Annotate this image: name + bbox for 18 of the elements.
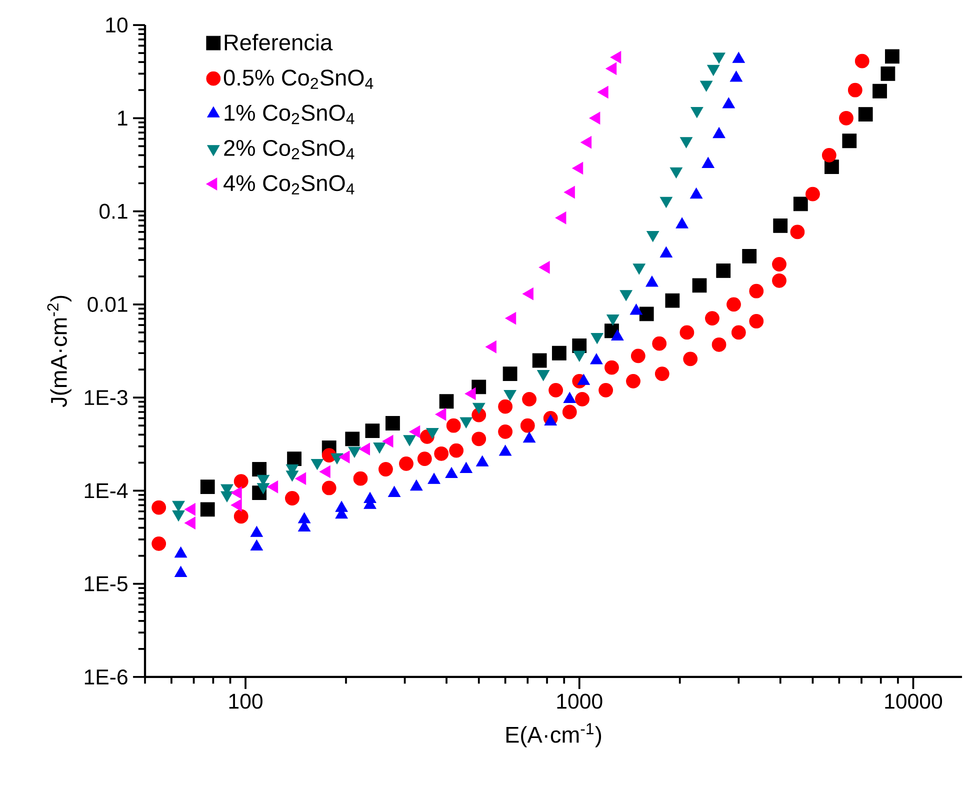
legend-label: 0.5% Co$_{2}$SnO$_{4}$ — [224, 70, 374, 89]
x-axis-title: E(A·cm$^{-1}$) — [506, 723, 602, 748]
y-tick-label: 1E-6 — [84, 669, 128, 685]
legend-label: 4% Co$_{2}$SnO$_{4}$ — [224, 175, 354, 194]
y-tick-label: 0.1 — [100, 204, 128, 219]
y-tick-label: 10 — [106, 17, 128, 33]
x-tick-label: 100 — [229, 694, 262, 709]
y-tick-label: 1 — [118, 110, 128, 126]
y-axis-title: J(mA·cm$^{-2}$) — [47, 296, 72, 408]
y-tick-label: 1E-5 — [84, 576, 128, 592]
legend-label: 2% Co$_{2}$SnO$_{4}$ — [224, 140, 354, 160]
x-tick-label: 10000 — [885, 694, 942, 709]
y-tick-label: 1E-4 — [84, 483, 128, 498]
legend-label: 1% Co$_{2}$SnO$_{4}$ — [224, 104, 354, 124]
legend-label: Referencia — [224, 34, 333, 51]
y-tick-label: 0.01 — [88, 296, 128, 312]
y-tick-label: 1E-3 — [84, 390, 128, 406]
x-tick-label: 1000 — [557, 694, 602, 709]
